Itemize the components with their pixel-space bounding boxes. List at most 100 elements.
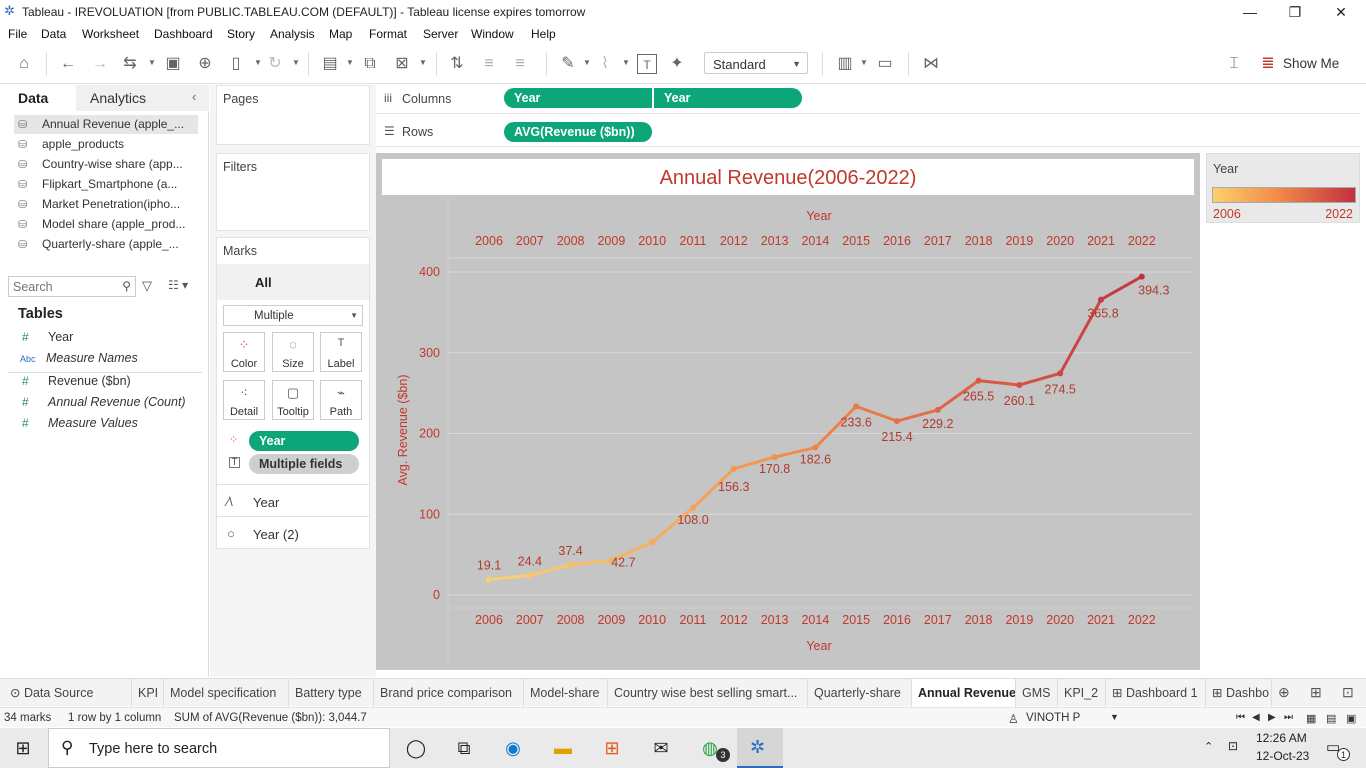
new-worksheet-icon[interactable]: ▤ [322, 55, 338, 72]
menu-story[interactable]: Story [227, 27, 256, 41]
dropdown-icon[interactable]: ▼ [346, 58, 354, 67]
columns-pill-year[interactable]: Year [504, 88, 652, 108]
dropdown-icon[interactable]: ▼ [419, 58, 427, 67]
new-datasource-icon[interactable]: ⊕ [198, 55, 212, 72]
collapse-icon[interactable]: ‹ [192, 89, 197, 104]
multiple-fields-pill[interactable]: Multiple fields [249, 454, 359, 474]
share-icon[interactable]: ⋈ [923, 55, 939, 72]
data-point[interactable] [526, 572, 533, 579]
color-button[interactable]: ⁘ Color [223, 332, 265, 372]
field-measure-names[interactable]: Abc Measure Names [18, 348, 138, 368]
menu-analysis[interactable]: Analysis [270, 27, 315, 41]
notifications-icon[interactable]: ▭ [1326, 739, 1341, 756]
show-me-icon[interactable]: ≣ [1261, 55, 1275, 72]
detail-button[interactable]: ⁖ Detail [223, 380, 265, 420]
datasource-item[interactable]: ⛁ Quarterly-share (apple_... [14, 235, 198, 254]
task-view-icon[interactable]: ⧉ [457, 738, 471, 758]
tab-model-share[interactable]: Model-share [524, 679, 608, 707]
show-filmstrip-icon[interactable]: ▤ [1326, 713, 1337, 725]
format-painter-icon[interactable]: ⌶ [1229, 55, 1239, 72]
tab-dashboard-1[interactable]: ⊞ Dashboard 1 [1106, 679, 1206, 707]
new-dashboard-tab-icon[interactable]: ⊞ [1310, 684, 1322, 700]
tableau-taskbar-button[interactable]: ✲ [737, 728, 783, 768]
close-icon[interactable]: ✕ [1335, 4, 1347, 20]
line-chart[interactable]: Year Year Avg. Revenue ($bn) 2006 2007 200… [376, 196, 1200, 670]
file-explorer-icon[interactable]: ▬ [554, 738, 572, 758]
path-button[interactable]: ⌁ Path [320, 380, 362, 420]
data-point[interactable] [771, 454, 778, 461]
filters-card[interactable]: Filters [216, 153, 370, 231]
windows-start-icon[interactable]: ⊞ [15, 738, 31, 758]
data-point[interactable] [608, 557, 615, 564]
undo-icon[interactable]: ← [60, 55, 76, 72]
new-story-tab-icon[interactable]: ⊡ [1342, 684, 1354, 700]
presentation-icon[interactable]: ▭ [877, 55, 893, 72]
dropdown-icon[interactable]: ▼ [292, 58, 300, 67]
tab-data[interactable]: Data [18, 90, 49, 106]
tab-analytics[interactable]: Analytics [90, 90, 147, 106]
menu-file[interactable]: File [8, 27, 28, 41]
new-worksheet-tab-icon[interactable]: ⊕ [1278, 684, 1290, 700]
menu-help[interactable]: Help [531, 27, 556, 41]
show-cards-icon[interactable]: ▥ [837, 55, 853, 72]
data-point[interactable] [853, 403, 860, 410]
tab-battery-type[interactable]: Battery type [289, 679, 374, 707]
label-button[interactable]: T Label [320, 332, 362, 372]
cortana-icon[interactable]: ◯ [405, 738, 427, 758]
minimize-icon[interactable]: — [1243, 4, 1257, 20]
show-tabs-icon[interactable]: ▣ [1346, 713, 1357, 725]
datasource-item[interactable]: ⛁ apple_products [14, 135, 198, 154]
pin-icon[interactable]: ✦ [670, 55, 684, 72]
data-point[interactable] [934, 406, 941, 413]
home-icon[interactable]: ⌂ [19, 55, 29, 72]
year-color-pill[interactable]: Year [249, 431, 359, 451]
data-point[interactable] [730, 465, 737, 472]
tab-quarterly-share[interactable]: Quarterly-share [808, 679, 912, 707]
last-sheet-icon[interactable]: ⏭ [1284, 712, 1293, 723]
field-annual-revenue-count[interactable]: # Annual Revenue (Count) [18, 392, 186, 412]
menu-format[interactable]: Format [369, 27, 408, 41]
pages-card[interactable]: Pages [216, 85, 370, 145]
filter-icon[interactable]: ▽ [142, 278, 152, 293]
refresh-icon[interactable]: ↻ [268, 55, 282, 72]
first-sheet-icon[interactable]: ⏮ [1236, 712, 1245, 723]
dropdown-icon[interactable]: ▼ [622, 58, 630, 67]
data-point[interactable] [1016, 381, 1023, 388]
menu-data[interactable]: Data [41, 27, 67, 41]
taskbar-search[interactable]: ⚲ Type here to search [48, 728, 390, 768]
tab-dashboard-2[interactable]: ⊞ Dashbo [1206, 679, 1272, 707]
status-user[interactable]: VINOTH P [1026, 712, 1081, 724]
tab-brand-price-comparison[interactable]: Brand price comparison [374, 679, 524, 707]
dropdown-icon[interactable]: ▼ [254, 58, 262, 67]
redo-icon[interactable]: → [92, 55, 108, 72]
duplicate-icon[interactable]: ⧉ [364, 55, 376, 72]
marks-layer-year[interactable]: Year [253, 495, 280, 510]
dropdown-icon[interactable]: ▼ [583, 58, 591, 67]
data-point[interactable] [649, 539, 656, 546]
marks-all-tab[interactable] [217, 264, 369, 300]
menu-map[interactable]: Map [329, 27, 353, 41]
highlight-icon[interactable]: ✎ [561, 55, 575, 72]
datasource-item[interactable]: ⛁ Flipkart_Smartphone (a... [14, 175, 198, 194]
size-button[interactable]: ◌ Size [272, 332, 314, 372]
field-year[interactable]: # Year [18, 327, 73, 347]
network-icon[interactable]: ⊡ [1228, 739, 1239, 753]
tab-kpi[interactable]: KPI [132, 679, 164, 707]
menu-worksheet[interactable]: Worksheet [82, 27, 140, 41]
data-point[interactable] [486, 576, 492, 583]
data-point[interactable] [1138, 273, 1145, 280]
menu-window[interactable]: Window [471, 27, 514, 41]
data-point[interactable] [812, 444, 819, 451]
datasource-item[interactable]: ⛁ Country-wise share (app... [14, 155, 198, 174]
columns-pill-year-2[interactable]: Year [654, 88, 802, 108]
store-icon[interactable]: ⊞ [604, 738, 620, 758]
text-labels-icon[interactable]: T [637, 54, 657, 74]
search-input[interactable] [13, 279, 113, 294]
data-point[interactable] [1057, 370, 1064, 377]
series-points[interactable] [486, 273, 1145, 583]
mark-type-dropdown[interactable]: Multiple ▼ [223, 305, 363, 326]
field-measure-values[interactable]: # Measure Values [18, 413, 138, 433]
field-revenue[interactable]: # Revenue ($bn) [18, 371, 131, 391]
prev-sheet-icon[interactable]: ◀ [1252, 712, 1260, 723]
clear-icon[interactable]: ⊠ [395, 55, 409, 72]
